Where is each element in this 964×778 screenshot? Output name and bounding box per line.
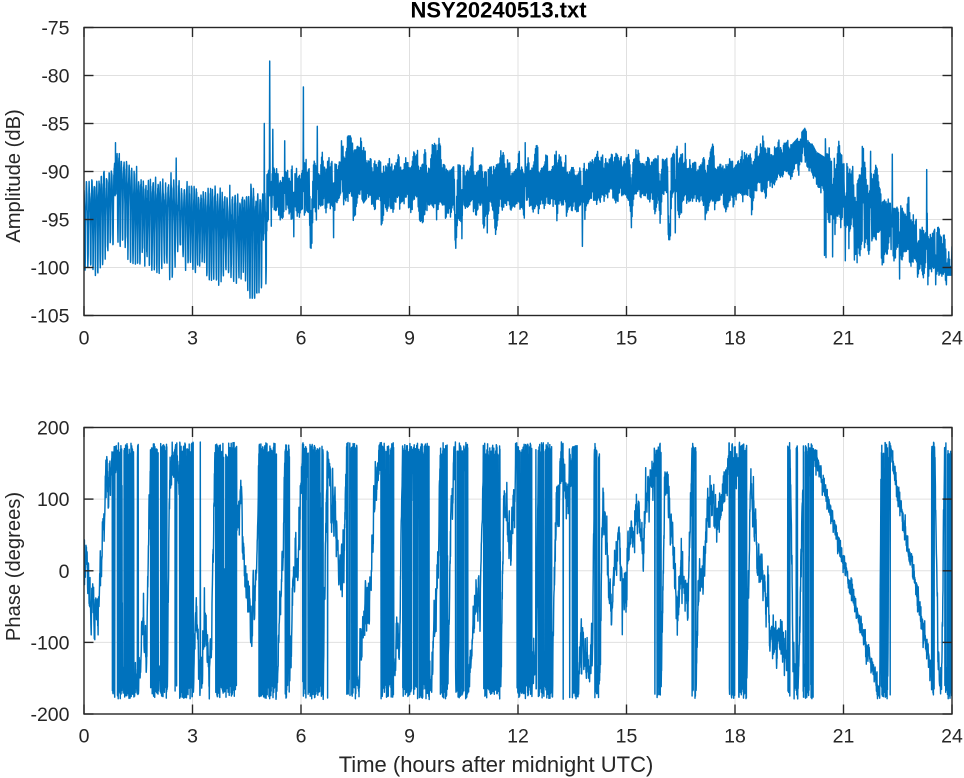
svg-text:0: 0 [59,561,70,583]
svg-text:3: 3 [187,726,198,748]
svg-text:3: 3 [187,328,198,350]
svg-text:-90: -90 [41,162,69,184]
svg-text:9: 9 [404,328,415,350]
svg-text:100: 100 [37,489,70,511]
svg-text:NSY20240513.txt: NSY20240513.txt [410,0,587,22]
svg-text:24: 24 [941,328,963,350]
svg-text:-85: -85 [41,114,69,136]
svg-text:-75: -75 [41,18,69,40]
svg-text:24: 24 [941,726,963,748]
svg-text:6: 6 [296,328,307,350]
svg-text:-100: -100 [30,632,69,654]
svg-text:18: 18 [724,726,746,748]
svg-text:0: 0 [79,328,90,350]
svg-text:18: 18 [724,328,746,350]
svg-text:21: 21 [833,328,855,350]
svg-text:Amplitude (dB): Amplitude (dB) [3,109,25,243]
svg-text:-105: -105 [30,306,69,328]
svg-text:-200: -200 [30,704,69,726]
svg-text:-95: -95 [41,210,69,232]
svg-text:9: 9 [404,726,415,748]
svg-text:12: 12 [507,726,529,748]
svg-text:21: 21 [833,726,855,748]
svg-text:-100: -100 [30,258,69,280]
svg-text:Time (hours after midnight UTC: Time (hours after midnight UTC) [339,752,654,777]
svg-text:12: 12 [507,328,529,350]
svg-text:0: 0 [79,726,90,748]
svg-text:15: 15 [616,328,638,350]
svg-text:Phase (degrees): Phase (degrees) [3,492,25,641]
svg-text:15: 15 [616,726,638,748]
svg-text:200: 200 [37,418,70,440]
svg-text:-80: -80 [41,66,69,88]
svg-text:6: 6 [296,726,307,748]
